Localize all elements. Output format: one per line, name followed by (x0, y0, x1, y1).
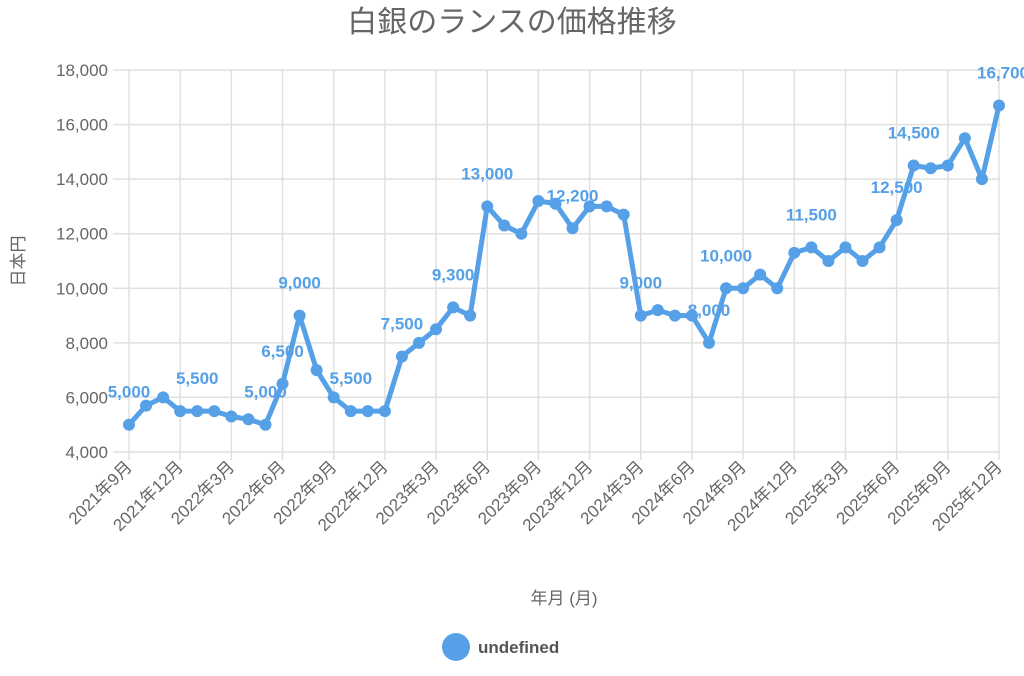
data-label: 7,500 (381, 315, 424, 334)
data-point (993, 99, 1005, 112)
data-point (293, 309, 306, 322)
data-label: 5,000 (108, 383, 151, 402)
data-point (566, 222, 579, 235)
data-point (276, 377, 289, 390)
data-point (839, 241, 852, 254)
data-label: 12,200 (547, 186, 599, 205)
data-point (668, 309, 681, 322)
data-label: 14,500 (888, 124, 940, 143)
data-point (123, 418, 135, 431)
data-point (685, 309, 698, 322)
data-point (583, 200, 596, 213)
data-label: 13,000 (461, 164, 513, 183)
legend[interactable]: undefined (442, 633, 559, 661)
data-point (191, 405, 204, 418)
y-tick-label: 16,000 (56, 116, 108, 135)
legend-marker (442, 633, 470, 661)
data-label: 9,300 (432, 265, 475, 284)
y-tick-label: 6,000 (65, 388, 108, 407)
data-point (822, 255, 835, 267)
data-point (924, 162, 937, 175)
data-point (941, 159, 954, 172)
data-point (737, 282, 750, 295)
x-axis-label: 年月 (月) (530, 589, 597, 608)
data-point (344, 405, 357, 418)
data-point (208, 405, 221, 418)
data-point (975, 173, 988, 186)
data-point (634, 309, 647, 322)
data-point (157, 391, 170, 404)
data-point (873, 241, 886, 254)
data-point (958, 132, 971, 145)
data-point (498, 219, 511, 232)
data-label: 5,000 (244, 383, 287, 402)
y-tick-label: 8,000 (65, 334, 108, 353)
data-point (447, 301, 460, 314)
y-tick-label: 4,000 (65, 443, 108, 462)
data-point (430, 323, 443, 336)
data-point (225, 410, 238, 423)
data-point (242, 413, 255, 426)
data-point (464, 309, 477, 322)
data-point (413, 336, 425, 349)
data-point (310, 364, 323, 377)
y-tick-label: 14,000 (56, 170, 108, 189)
data-point (361, 405, 374, 418)
data-point (140, 399, 153, 412)
y-tick-label: 12,000 (56, 225, 108, 244)
data-point (259, 418, 272, 431)
y-axis-label: 日本円 (9, 236, 28, 287)
data-point (378, 405, 391, 418)
data-point (788, 246, 801, 259)
data-point (515, 227, 528, 240)
data-point (549, 197, 562, 210)
y-tick-label: 10,000 (56, 279, 108, 298)
data-label: 9,000 (619, 274, 662, 293)
data-point (481, 200, 494, 213)
data-point (890, 214, 903, 227)
series-line (127, 104, 1002, 428)
data-point (754, 268, 767, 281)
data-point (651, 304, 664, 317)
data-label: 6,500 (261, 342, 304, 361)
data-point (617, 208, 630, 221)
data-point (771, 282, 784, 295)
data-point (805, 241, 818, 254)
data-label: 16,700 (977, 63, 1024, 82)
data-label: 10,000 (700, 246, 752, 265)
data-point (720, 282, 733, 295)
data-label: 8,000 (688, 301, 731, 320)
data-label: 11,500 (786, 205, 837, 224)
data-point (856, 255, 869, 267)
legend-label: undefined (478, 638, 559, 657)
data-point (327, 391, 340, 404)
data-point (703, 336, 715, 349)
data-point (174, 405, 187, 418)
data-point (907, 159, 920, 172)
data-label: 12,500 (871, 178, 923, 197)
data-label: 5,500 (176, 369, 219, 388)
chart-title: 白銀のランスの価格推移 (347, 6, 676, 39)
data-label: 9,000 (278, 274, 321, 293)
data-point (532, 194, 545, 207)
data-label: 5,500 (329, 369, 372, 388)
data-point (600, 200, 613, 213)
data-point (395, 350, 408, 363)
y-tick-label: 18,000 (56, 61, 108, 80)
